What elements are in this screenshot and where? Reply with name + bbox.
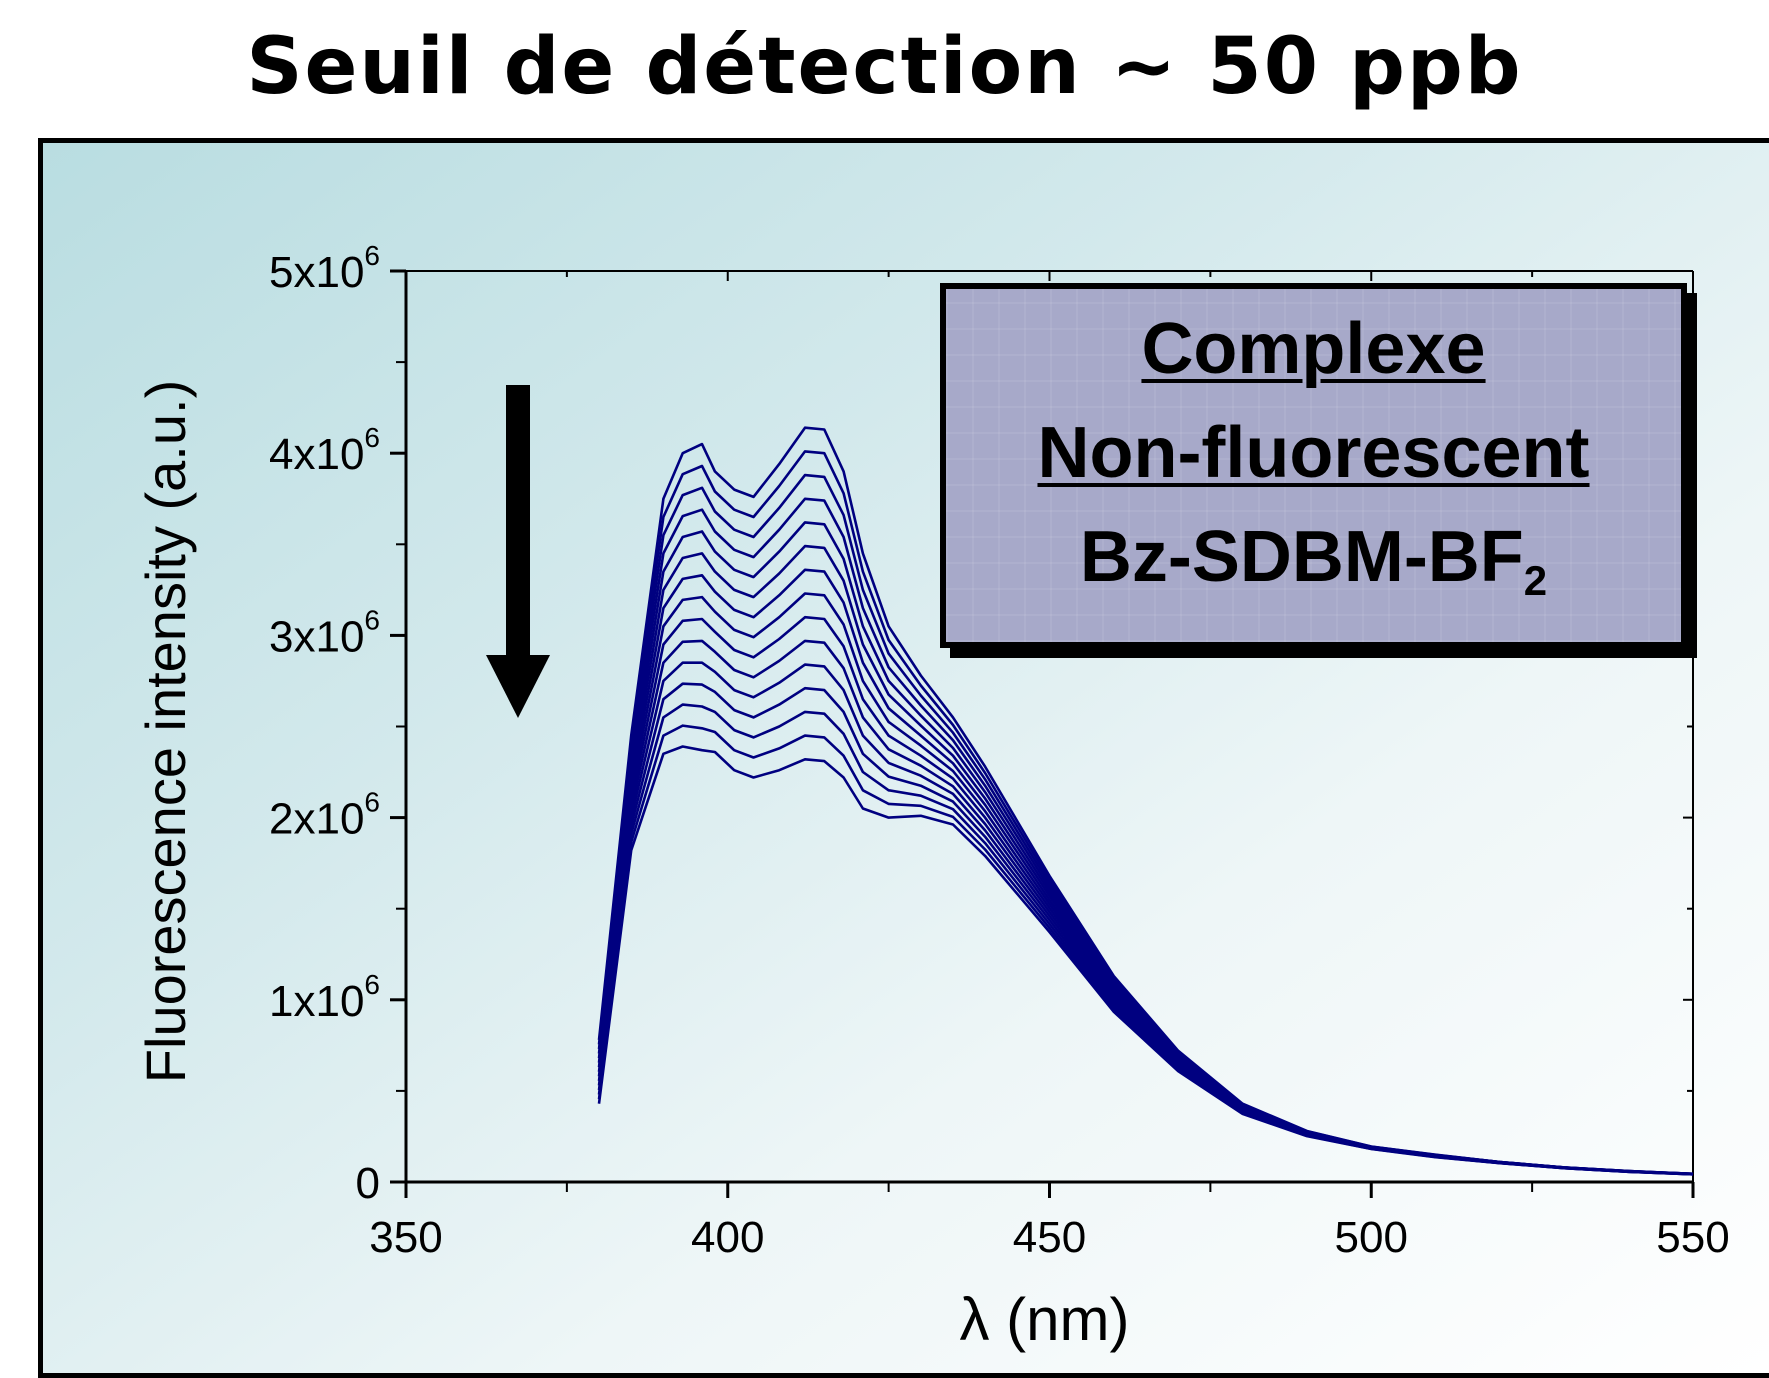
legend-box: Complexe Non-fluorescent Bz-SDBM-BF2	[940, 283, 1687, 648]
x-tick-label: 400	[691, 1213, 764, 1262]
arrow-head	[486, 655, 550, 718]
x-tick-label: 550	[1656, 1213, 1729, 1262]
x-tick-label: 500	[1335, 1213, 1408, 1262]
y-axis-title: Fluorescence intensity (a.u.)	[134, 380, 197, 1083]
y-tick-label: 2x106	[269, 787, 380, 844]
legend-line-compound: Bz-SDBM-BF2	[946, 505, 1681, 633]
compound-name: Bz-SDBM-BF	[1079, 517, 1524, 597]
legend-line-complexe: Complexe	[1141, 309, 1486, 389]
decrease-arrow	[486, 385, 550, 718]
y-tick-label: 3x106	[269, 604, 380, 661]
spectra-curves	[597, 426, 1694, 1176]
spectrum-curve	[597, 615, 1694, 1176]
compound-subscript: 2	[1523, 557, 1548, 604]
spectrum-curve	[597, 592, 1694, 1176]
x-tick-label: 450	[1013, 1213, 1086, 1262]
y-tick-label: 5x106	[269, 240, 380, 297]
x-tick-label: 350	[369, 1213, 442, 1262]
spectrum-curve	[597, 661, 1694, 1176]
spectrum-curve	[597, 639, 1694, 1176]
spectrum-curve	[597, 682, 1694, 1176]
spectrum-curve	[597, 745, 1694, 1176]
spectrum-curve	[597, 724, 1694, 1176]
legend-line-non-fluorescent: Non-fluorescent	[1037, 413, 1590, 493]
slide-title: Seuil de détection ~ 50 ppb	[246, 22, 1523, 112]
y-tick-label: 1x106	[269, 969, 380, 1026]
x-axis-title: λ (nm)	[960, 1286, 1130, 1353]
y-tick-label: 4x106	[269, 422, 380, 479]
y-tick-label: 0	[356, 1159, 380, 1208]
axes: 350 400 450 500 550 0 1x106 2x106 3x106 4x106 5x10…	[134, 240, 1730, 1353]
arrow-shaft	[506, 385, 530, 665]
spectrum-curve	[597, 568, 1694, 1176]
